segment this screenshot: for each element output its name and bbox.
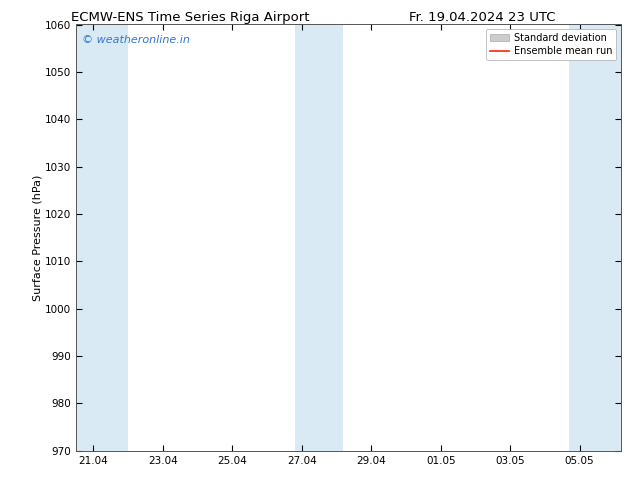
Bar xyxy=(76,24,128,451)
Text: Fr. 19.04.2024 23 UTC: Fr. 19.04.2024 23 UTC xyxy=(408,11,555,24)
Text: © weatheronline.in: © weatheronline.in xyxy=(82,35,190,45)
Legend: Standard deviation, Ensemble mean run: Standard deviation, Ensemble mean run xyxy=(486,29,616,60)
Bar xyxy=(569,24,621,451)
Y-axis label: Surface Pressure (hPa): Surface Pressure (hPa) xyxy=(32,174,42,301)
Bar xyxy=(295,24,344,451)
Text: ECMW-ENS Time Series Riga Airport: ECMW-ENS Time Series Riga Airport xyxy=(71,11,309,24)
